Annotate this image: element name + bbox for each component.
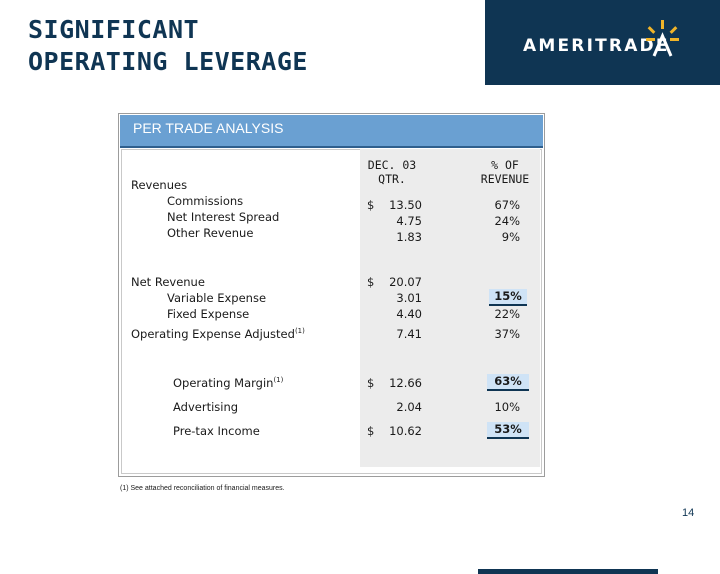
ameritrade-logo-text: AMERITRADE xyxy=(523,36,670,56)
pct-operating-margin-highlight: 63% xyxy=(487,374,529,391)
col-dec03-header: DEC. 03 QTR. xyxy=(352,158,432,186)
values-column-shade xyxy=(360,149,540,467)
slide-title-line2: OPERATING LEVERAGE xyxy=(28,47,308,76)
col-dec03-header-line1: DEC. 03 xyxy=(367,158,417,172)
value-opex-adjusted: 7.41 xyxy=(396,327,422,341)
col-pct-header-line2: REVENUE xyxy=(480,172,530,186)
value-advertising: 2.04 xyxy=(396,400,422,414)
footnote: (1) See attached reconciliation of finan… xyxy=(120,485,285,492)
pct-advertising: 10% xyxy=(494,400,520,414)
col-pct-header-line1: % OF xyxy=(491,158,519,172)
pct-opex-adjusted: 37% xyxy=(494,327,520,341)
ameritrade-starburst-icon xyxy=(646,20,679,57)
row-label-variable-expense: Variable Expense xyxy=(167,291,267,305)
col-pct-header: % OF REVENUE xyxy=(465,158,545,186)
row-label-revenues: Revenues xyxy=(131,178,188,192)
value-net-revenue: 20.07 xyxy=(389,275,422,289)
page-number: 14 xyxy=(682,507,695,519)
per-trade-analysis-panel: PER TRADE ANALYSIS xyxy=(118,113,658,574)
panel-inner-frame xyxy=(121,149,542,474)
pct-commissions: 67% xyxy=(494,198,520,212)
value-commissions: 13.50 xyxy=(389,198,422,212)
value-other-revenue: 1.83 xyxy=(396,230,422,244)
opex-adjusted-text: Operating Expense Adjusted xyxy=(131,327,295,341)
pct-other-revenue: 9% xyxy=(501,230,520,244)
panel-header: PER TRADE ANALYSIS xyxy=(120,115,543,148)
value-fixed-expense: 4.40 xyxy=(396,307,422,321)
slide-title-line1: SIGNIFICANT xyxy=(28,15,200,44)
value-net-interest-spread: 4.75 xyxy=(396,214,422,228)
row-label-net-revenue: Net Revenue xyxy=(131,275,205,289)
row-label-pretax-income: Pre-tax Income xyxy=(173,424,260,438)
operating-margin-text: Operating Margin xyxy=(173,376,274,390)
slide-title: SIGNIFICANT OPERATING LEVERAGE xyxy=(28,14,308,78)
pct-fixed-expense: 22% xyxy=(494,307,520,321)
value-operating-margin: 12.66 xyxy=(389,376,422,390)
row-label-net-interest-spread: Net Interest Spread xyxy=(167,210,280,224)
row-label-opex-adjusted: Operating Expense Adjusted(1) xyxy=(131,327,305,341)
row-label-operating-margin: Operating Margin(1) xyxy=(173,376,283,390)
row-label-fixed-expense: Fixed Expense xyxy=(167,307,250,321)
dollar-sign: $ xyxy=(367,424,375,438)
row-label-advertising: Advertising xyxy=(173,400,239,414)
pct-variable-expense-highlight: 15% xyxy=(489,289,527,306)
value-variable-expense: 3.01 xyxy=(396,291,422,305)
pct-net-interest-spread: 24% xyxy=(494,214,520,228)
logo-banner: AMERITRADE xyxy=(485,0,720,85)
opex-adjusted-footnote-ref: (1) xyxy=(294,327,305,336)
dollar-sign: $ xyxy=(367,376,375,390)
dollar-sign: $ xyxy=(367,275,375,289)
dollar-sign: $ xyxy=(367,198,375,212)
value-pretax-income: 10.62 xyxy=(389,424,422,438)
row-label-commissions: Commissions xyxy=(167,194,244,208)
values-column-footer-bar xyxy=(478,569,658,574)
panel-title: PER TRADE ANALYSIS xyxy=(133,120,284,136)
operating-margin-footnote-ref: (1) xyxy=(273,376,284,385)
pct-pretax-income-highlight: 53% xyxy=(487,422,529,439)
col-dec03-header-line2: QTR. xyxy=(378,172,406,186)
row-label-other-revenue: Other Revenue xyxy=(167,226,254,240)
